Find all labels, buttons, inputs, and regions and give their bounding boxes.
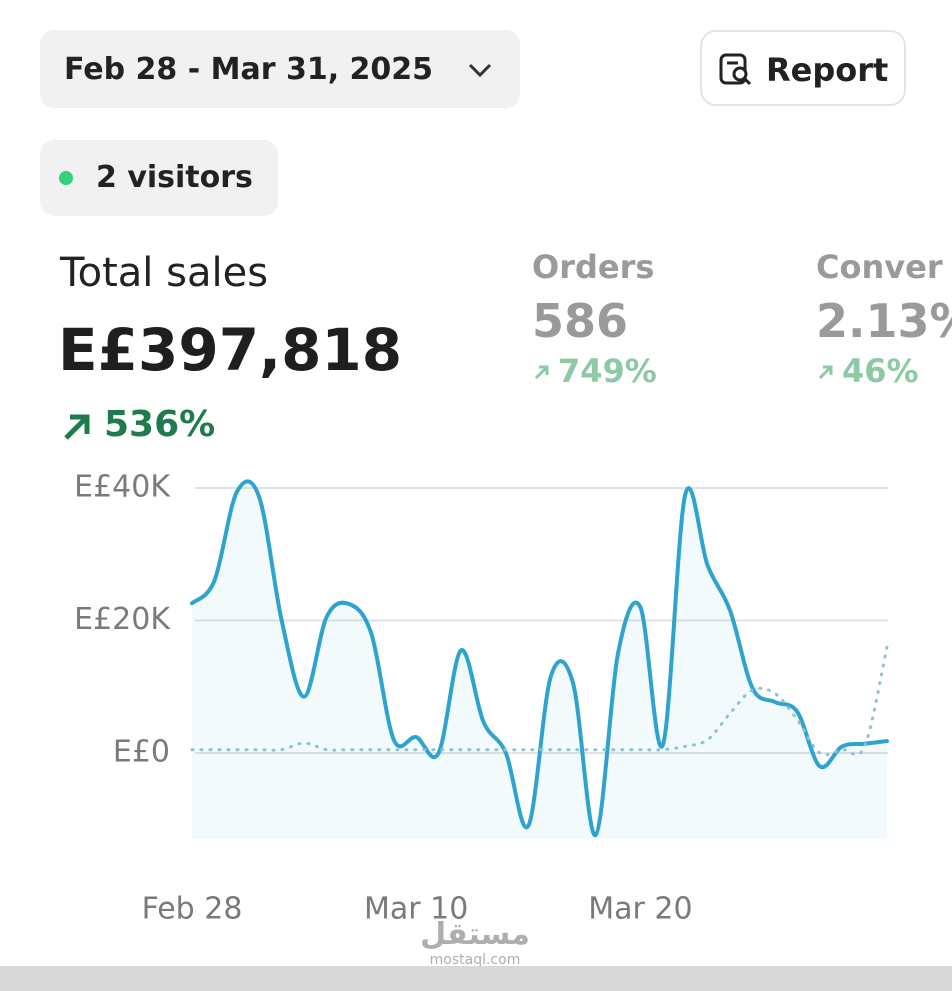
date-range: Feb 28 - Mar 31, 2025 <box>64 52 434 87</box>
up-arrow <box>64 414 90 440</box>
x-tick-label: Mar 20 <box>588 892 692 927</box>
y-tick-label: E£0 <box>113 735 170 770</box>
watermark: مستقل mostaql.com <box>410 917 540 969</box>
sales-chart: E£0 E£20K E£40K Feb 28 Mar 10 Mar 20 <box>74 470 889 927</box>
visitors-pill[interactable]: 2 visitors <box>40 140 278 216</box>
stat-change: 46% <box>842 352 919 390</box>
watermark-site: mostaql.com <box>429 952 521 968</box>
up-arrow <box>818 365 833 380</box>
bottom-bar <box>0 966 952 991</box>
report-button[interactable]: Report <box>700 30 906 106</box>
stat-value: 586 <box>532 294 629 348</box>
stat-value: 2.13% <box>816 294 952 348</box>
x-tick-label: Feb 28 <box>142 892 243 927</box>
visitors: 2 visitors <box>96 160 253 195</box>
live-dot <box>59 171 73 185</box>
series-line <box>190 479 889 838</box>
watermark-logo: مستقل <box>420 917 530 952</box>
series-line <box>190 645 889 757</box>
up-arrow <box>534 365 549 380</box>
stat-change: 536% <box>104 404 216 445</box>
stat-label: Orders <box>532 248 655 286</box>
chevron <box>468 63 492 78</box>
x-tick-label: Mar 10 <box>364 892 468 927</box>
stat-value: E£397,818 <box>58 316 403 384</box>
y-tick-label: E£40K <box>74 470 171 505</box>
stat-change: 749% <box>558 352 657 390</box>
report-label: Report <box>766 51 889 89</box>
area <box>192 481 887 840</box>
stat-label: Total sales <box>60 250 269 296</box>
date-picker[interactable]: Feb 28 - Mar 31, 2025 <box>40 30 520 108</box>
stat-label: Conver <box>816 248 943 286</box>
y-tick-label: E£20K <box>74 602 171 637</box>
report-icon <box>719 53 752 86</box>
